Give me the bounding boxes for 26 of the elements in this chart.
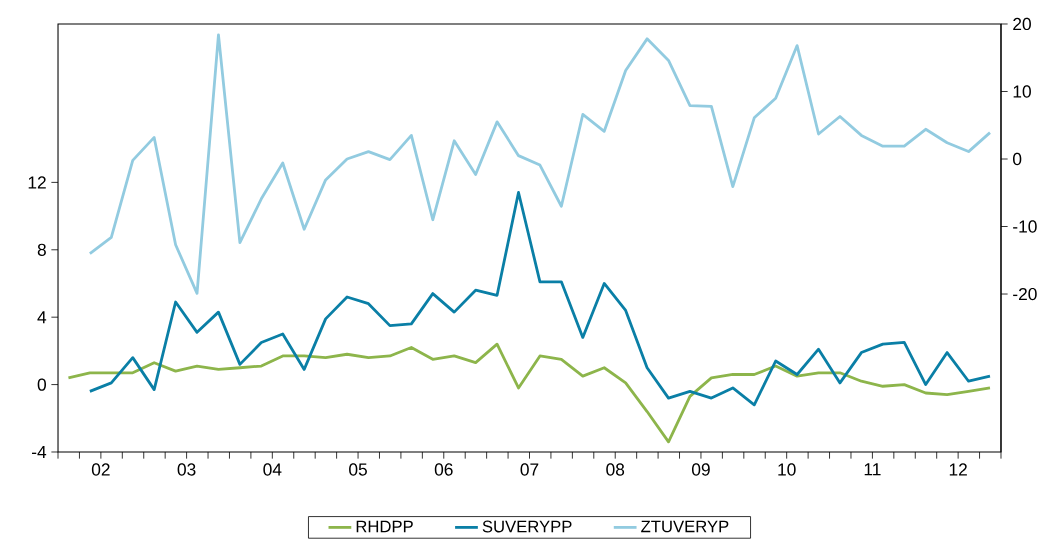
- x-tick-label: 09: [691, 463, 710, 476]
- x-tick-label: 06: [434, 463, 453, 476]
- y-tick-label: -4: [32, 446, 47, 458]
- x-tick-label: 04: [263, 463, 282, 476]
- legend-label: ZTUVERYP: [641, 520, 729, 533]
- x-tick-label: 11: [864, 463, 881, 476]
- y2-tick-label: 10: [1013, 85, 1031, 98]
- x-tick-label: 08: [606, 463, 625, 476]
- y-tick-label: 0: [37, 378, 46, 391]
- x-tick-label: 03: [177, 463, 196, 476]
- y2-tick-label: 20: [1013, 17, 1031, 31]
- legend-label: RHDPP: [356, 520, 413, 533]
- x-tick-label: 07: [520, 463, 539, 476]
- legend-label: SUVERYPP: [482, 520, 572, 533]
- x-tick-label: 05: [349, 463, 367, 476]
- y2-tick-label: 0: [1013, 152, 1022, 166]
- x-tick-label: 12: [949, 463, 967, 476]
- y-tick-label: 4: [37, 311, 47, 324]
- line-series: [88, 33, 992, 295]
- y2-tick-label: -20: [1013, 287, 1037, 301]
- y2-tick-label: -10: [1013, 220, 1037, 233]
- line-series: [88, 191, 992, 407]
- x-tick-label: 02: [91, 463, 110, 476]
- x-tick-label: 10: [778, 463, 796, 476]
- y-tick-label: 8: [37, 243, 46, 256]
- y-tick-label: 12: [28, 176, 46, 189]
